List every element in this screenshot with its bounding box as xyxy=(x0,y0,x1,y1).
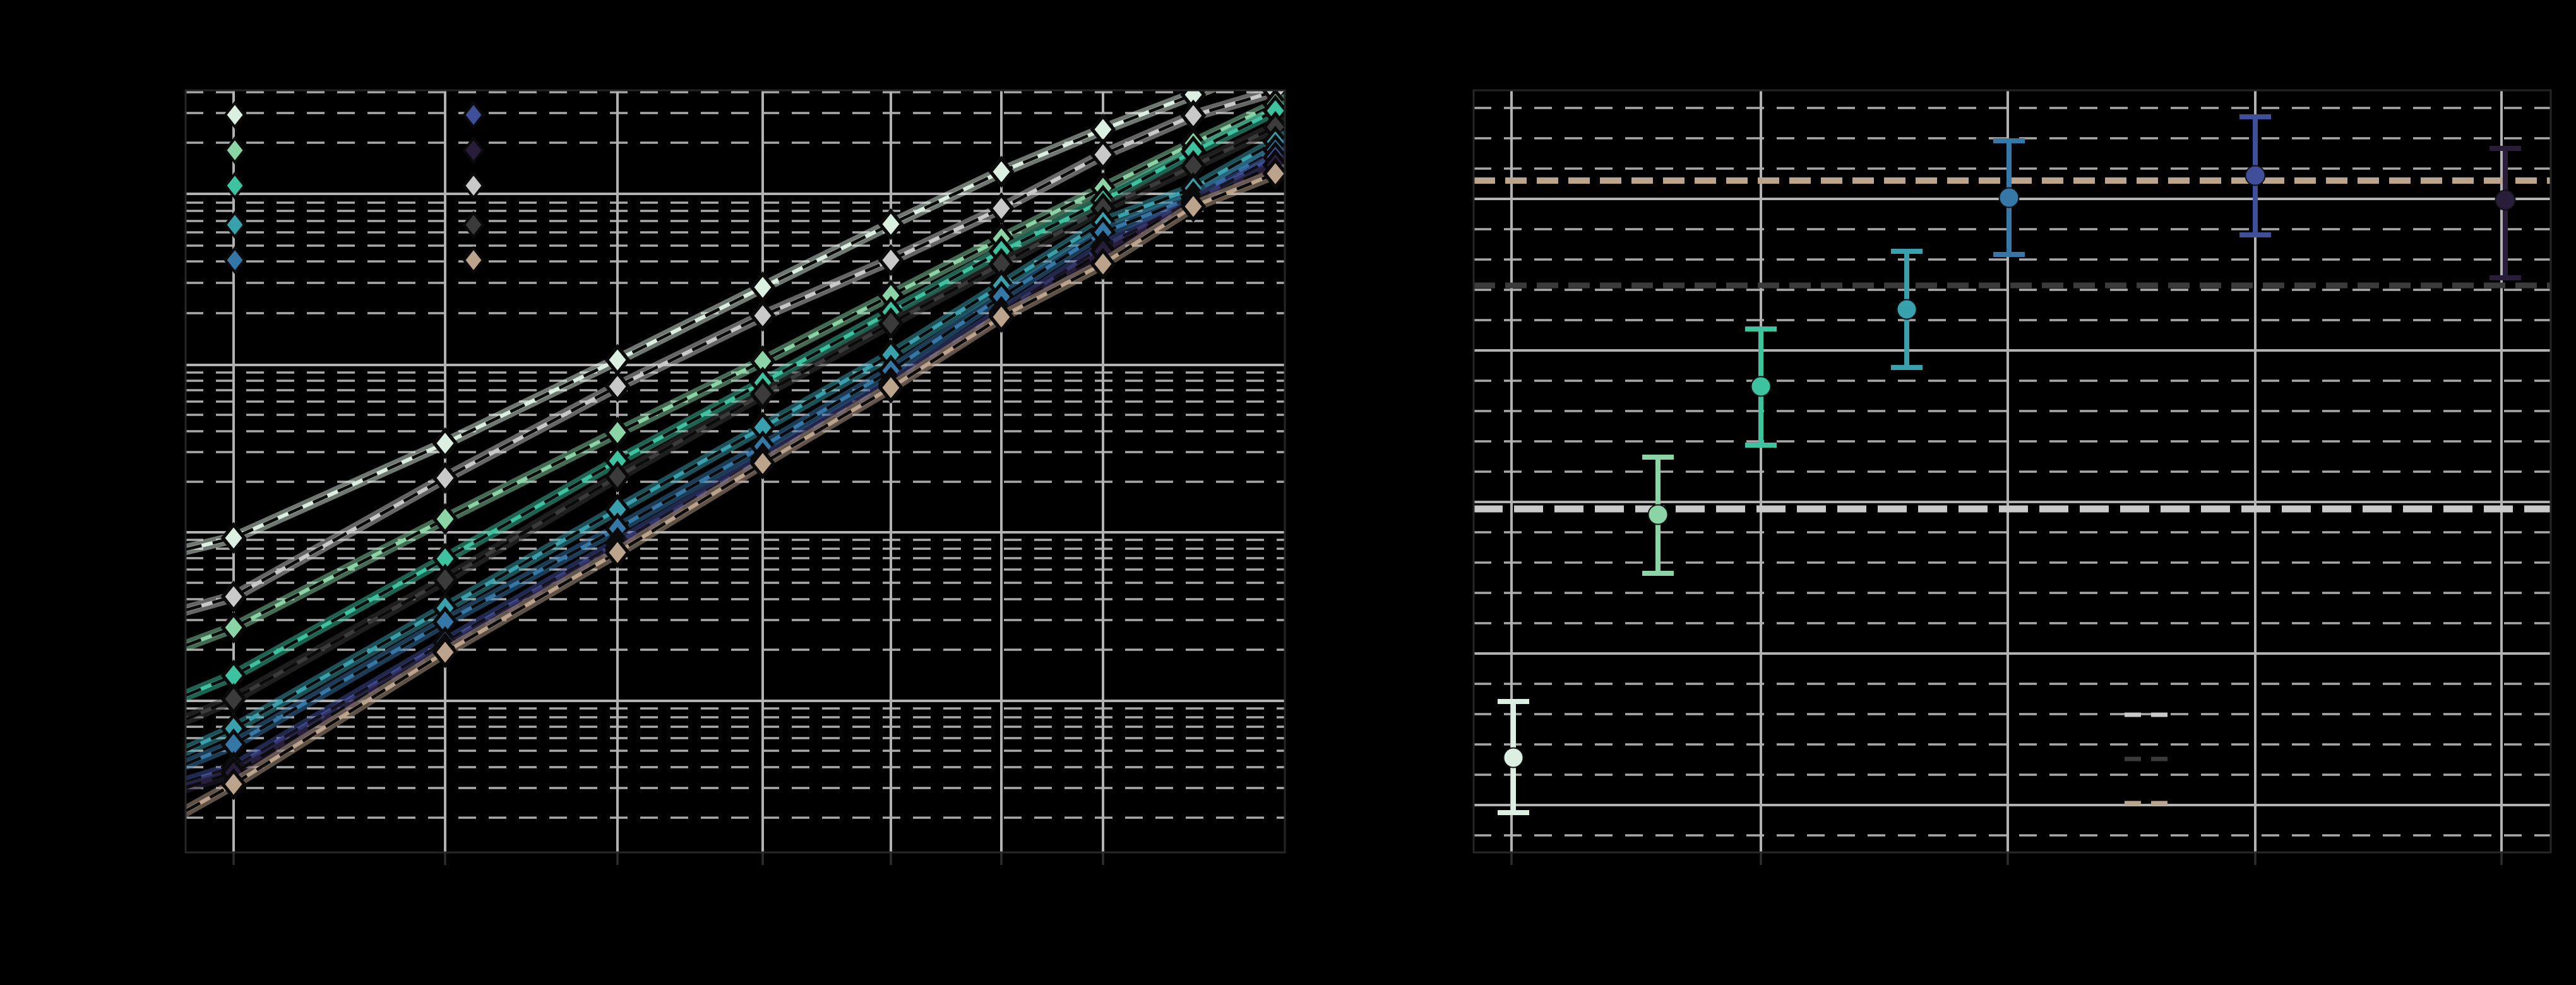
errorbar-point-dark-purple xyxy=(2490,146,2521,280)
diamond-marker xyxy=(749,299,776,332)
series-series-04-teal-green xyxy=(186,95,1285,701)
x-tick-marks xyxy=(232,852,1104,865)
point-light-green xyxy=(1647,504,1669,525)
diamond-marker xyxy=(224,246,246,275)
diamond-marker xyxy=(432,462,458,494)
power-law-fit-line xyxy=(186,98,1285,647)
power-law-fit-line xyxy=(186,121,1285,721)
left-chart xyxy=(184,89,1286,865)
diamond-marker xyxy=(878,307,904,340)
diamond-marker xyxy=(604,536,631,569)
diamond-marker xyxy=(462,136,485,165)
diamond-marker xyxy=(1180,190,1207,223)
left-chart-series xyxy=(186,90,1285,816)
diamond-marker xyxy=(220,522,247,554)
plot-spines xyxy=(1472,89,2552,854)
diamond-marker xyxy=(988,301,1015,333)
point-teal xyxy=(1896,299,1917,320)
diamond-marker xyxy=(220,611,247,644)
diamond-marker xyxy=(1090,138,1116,171)
series-markers xyxy=(220,110,1285,715)
series-series-10-tan xyxy=(186,157,1285,816)
x-tick-marks xyxy=(1510,852,2503,865)
diamond-marker xyxy=(1090,248,1116,280)
power-law-fit-line xyxy=(186,90,1209,551)
diamond-marker xyxy=(224,136,246,165)
power-law-fit-line xyxy=(186,104,1285,697)
point-pale-mint xyxy=(1503,747,1524,768)
diamond-marker xyxy=(220,768,247,801)
diamond-marker xyxy=(224,100,246,129)
series-series-05-dark-grey xyxy=(186,110,1285,725)
right-chart-legend xyxy=(2125,712,2177,806)
series-series-02-light-grey xyxy=(186,90,1285,616)
series-markers xyxy=(220,90,1285,613)
errorbar-point-teal-green xyxy=(1745,326,1777,448)
diamond-marker xyxy=(878,371,904,404)
diamond-marker xyxy=(1262,157,1285,190)
diamond-marker xyxy=(604,370,631,403)
power-law-fit-line xyxy=(186,143,1285,766)
point-teal-green xyxy=(1750,376,1772,397)
diamond-marker xyxy=(432,503,458,535)
right-chart xyxy=(1472,89,2552,865)
diamond-marker xyxy=(432,636,458,669)
diamond-marker xyxy=(220,580,247,613)
diamond-marker xyxy=(749,447,776,480)
errorbar-point-light-green xyxy=(1642,455,1674,576)
diamond-marker xyxy=(604,460,631,493)
diamond-marker xyxy=(878,244,904,277)
left-chart-legend xyxy=(224,100,485,275)
diamond-marker xyxy=(432,427,458,460)
data-points xyxy=(1498,114,2521,815)
diamond-marker xyxy=(462,210,485,239)
power-law-fit-line xyxy=(186,90,1284,612)
diamond-marker xyxy=(462,246,485,275)
errorbar-point-navy xyxy=(2239,114,2271,237)
diamond-marker xyxy=(988,192,1015,225)
series-markers xyxy=(220,157,1285,801)
errorbar-point-pale-mint xyxy=(1498,699,1529,815)
diamond-marker xyxy=(988,155,1015,188)
diamond-marker xyxy=(462,171,485,200)
series-series-03-light-green xyxy=(186,90,1285,651)
errorbar-point-teal xyxy=(1891,249,1923,370)
diamond-marker xyxy=(224,210,246,239)
power-law-fit-line xyxy=(186,134,1285,752)
power-law-fit-line xyxy=(186,168,1285,813)
plot-spines xyxy=(184,89,1286,854)
point-navy xyxy=(2245,165,2266,186)
errorbar-point-steel-blue xyxy=(1993,138,2025,257)
diamond-marker xyxy=(224,171,246,200)
diamond-marker xyxy=(749,378,776,410)
diamond-marker xyxy=(462,100,485,129)
point-steel-blue xyxy=(1998,187,2020,208)
diamond-marker xyxy=(220,683,247,715)
point-dark-purple xyxy=(2495,189,2516,211)
diamond-marker xyxy=(878,208,904,241)
